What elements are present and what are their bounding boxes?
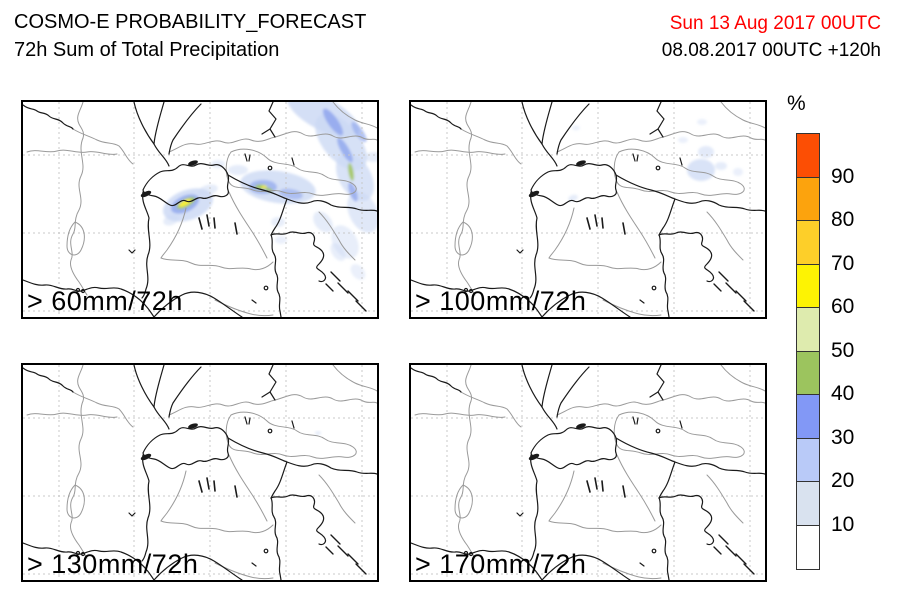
precip-probability-blob bbox=[330, 243, 346, 261]
precip-probability-blob bbox=[261, 185, 267, 189]
map-panel-60mm: > 60mm/72h bbox=[21, 100, 379, 319]
precip-probability-blob bbox=[733, 168, 743, 176]
map-panel-170mm: > 170mm/72h bbox=[409, 363, 767, 582]
colorbar-cell bbox=[797, 525, 819, 569]
colorbar-tick-label: 70 bbox=[831, 251, 855, 275]
precip-probability-blob bbox=[198, 184, 218, 196]
colorbar bbox=[796, 133, 820, 570]
precip-probability-blob bbox=[687, 159, 715, 181]
colorbar-cell bbox=[797, 395, 819, 439]
valid-date: Sun 13 Aug 2017 00UTC bbox=[669, 13, 881, 34]
precip-probability-blob bbox=[347, 191, 377, 233]
header-title-block: COSMO-E PROBABILITY_FORECAST 72h Sum of … bbox=[14, 8, 366, 64]
colorbar-cell bbox=[797, 351, 819, 395]
product-title: COSMO-E PROBABILITY_FORECAST bbox=[14, 11, 367, 33]
map-170mm bbox=[411, 365, 765, 580]
colorbar-tick-label: 80 bbox=[831, 208, 855, 231]
precip-probability-blob bbox=[279, 188, 303, 200]
precip-probability-blob bbox=[697, 119, 707, 125]
precip-probability-blob bbox=[313, 211, 333, 233]
precip-probability-blob bbox=[715, 162, 727, 170]
precip-probability-blob bbox=[163, 214, 179, 226]
colorbar-tick-label: 10 bbox=[831, 512, 855, 536]
map-60mm bbox=[23, 102, 377, 317]
header-date-block: Sun 13 Aug 2017 00UTC 08.08.2017 00UTC +… bbox=[662, 10, 881, 64]
colorbar-cell bbox=[797, 264, 819, 308]
precip-probability-blob bbox=[315, 431, 321, 435]
map-panel-100mm: > 100mm/72h bbox=[409, 100, 767, 319]
precip-probability-blob bbox=[275, 236, 287, 244]
precip-probability-blob bbox=[351, 121, 367, 143]
colorbar-cell bbox=[797, 221, 819, 265]
precip-probability-blob bbox=[348, 182, 358, 202]
precip-probability-blob bbox=[337, 137, 353, 163]
colorbar-tick-label: 60 bbox=[831, 295, 855, 318]
run-info: 08.08.2017 00UTC +120h bbox=[661, 40, 881, 61]
colorbar-tick-label: 90 bbox=[831, 164, 855, 188]
precip-probability-blob bbox=[678, 137, 688, 143]
product-subtitle: 72h Sum of Total Precipitation bbox=[14, 39, 280, 61]
precip-probability-blob bbox=[365, 152, 377, 162]
precip-probability-blob bbox=[228, 165, 248, 175]
colorbar-tick-label: 30 bbox=[831, 425, 855, 449]
colorbar-cell bbox=[797, 134, 819, 178]
colorbar-tick-label: 40 bbox=[831, 382, 855, 405]
colorbar-cell bbox=[797, 308, 819, 352]
colorbar-cell bbox=[797, 482, 819, 526]
colorbar-tick-label: 20 bbox=[831, 469, 855, 492]
precip-probability-blob bbox=[572, 125, 580, 131]
colorbar-cell bbox=[797, 438, 819, 482]
map-130mm bbox=[23, 365, 377, 580]
colorbar-ticks: 90 80 70 60 50 40 30 20 10 bbox=[831, 133, 881, 570]
precip-probability-blob bbox=[348, 163, 354, 181]
map-panel-130mm: > 130mm/72h bbox=[21, 363, 379, 582]
colorbar-unit-label: % bbox=[787, 92, 806, 115]
precip-probability-blob bbox=[336, 153, 374, 201]
colorbar-tick-label: 50 bbox=[831, 338, 855, 362]
map-100mm bbox=[411, 102, 765, 317]
precip-probability-blob bbox=[698, 146, 714, 158]
precip-probability-blob bbox=[568, 194, 578, 202]
colorbar-cell bbox=[797, 177, 819, 221]
precip-probability-blob bbox=[322, 108, 344, 136]
precip-probability-blob bbox=[350, 264, 366, 280]
